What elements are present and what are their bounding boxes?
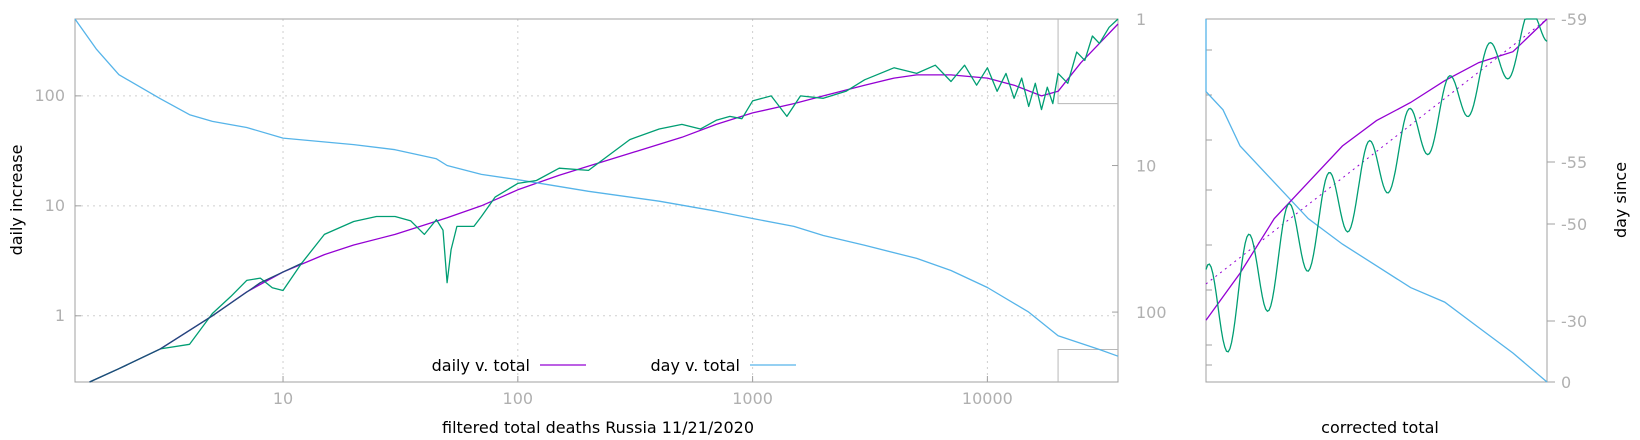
right-y2-tick-label: -59 bbox=[1561, 10, 1587, 29]
right-y2-tick-label: 0 bbox=[1561, 373, 1571, 392]
x-tick-label: 10 bbox=[273, 389, 293, 408]
x-axis-title: filtered total deaths Russia 11/21/2020 bbox=[442, 418, 754, 437]
right-series-day bbox=[1205, 19, 1548, 383]
legend: daily v. total day v. total bbox=[432, 356, 796, 375]
right-series-raw bbox=[1205, 18, 1548, 353]
right-y2-tick-label: -50 bbox=[1561, 215, 1587, 234]
y-axis-title: daily increase bbox=[7, 145, 26, 256]
y2-tick-label: 1 bbox=[1136, 10, 1146, 29]
right-y2-tick-label: -55 bbox=[1561, 153, 1587, 172]
x-tick-label: 100 bbox=[503, 389, 534, 408]
main-plot-frame bbox=[74, 18, 1119, 383]
right-plot-frame bbox=[1205, 18, 1548, 383]
series-line-raw bbox=[89, 18, 1119, 383]
series-line-day bbox=[74, 18, 1119, 357]
x-tick-label: 10000 bbox=[962, 389, 1013, 408]
right-y2-axis-title: day since bbox=[1611, 162, 1630, 238]
y-tick-label: 100 bbox=[34, 86, 65, 105]
main-chart-panel: 10 100 1000 10000 1 10 100 1 10 100 bbox=[34, 10, 1166, 408]
right-x-axis-title: corrected total bbox=[1321, 418, 1439, 437]
right-y2-tick-label: -30 bbox=[1561, 312, 1587, 331]
x-tick-label: 1000 bbox=[732, 389, 773, 408]
legend-label-daily: daily v. total bbox=[432, 356, 530, 375]
legend-label-day: day v. total bbox=[651, 356, 741, 375]
y-tick-label: 1 bbox=[55, 306, 65, 325]
corrected-chart-panel: -59 -55 -50 -30 0 bbox=[1205, 10, 1587, 392]
series-line-daily bbox=[89, 23, 1119, 383]
series-line-corrected bbox=[89, 262, 302, 383]
right-series-daily bbox=[1205, 18, 1548, 321]
right-fit-line bbox=[1205, 18, 1548, 285]
y2-tick-label: 100 bbox=[1136, 303, 1167, 322]
y2-tick-label: 10 bbox=[1136, 157, 1156, 176]
zoom-region-marker bbox=[1057, 19, 1118, 382]
y-tick-label: 10 bbox=[45, 196, 65, 215]
